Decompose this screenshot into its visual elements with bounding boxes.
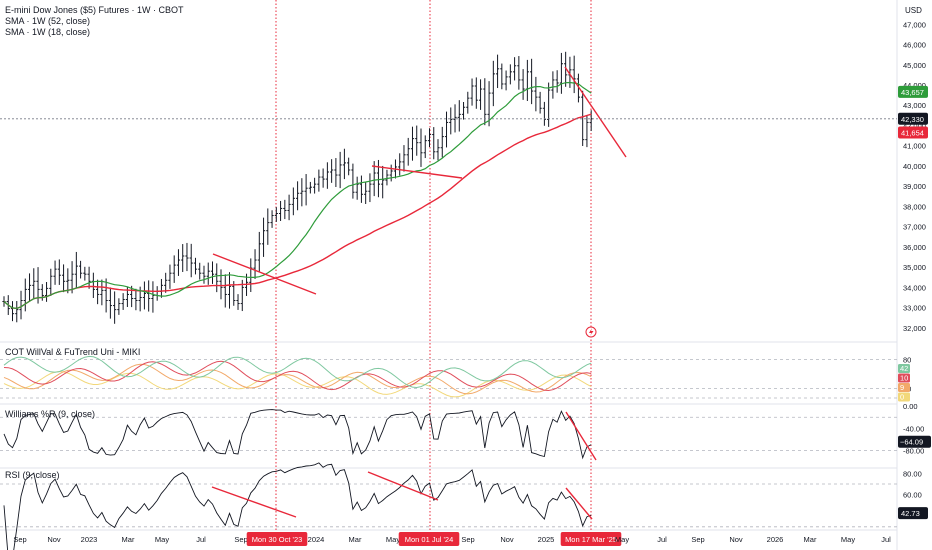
- trendline[interactable]: [371, 165, 463, 179]
- williams-tick-label: -80.00: [903, 447, 924, 456]
- price-tick-label: 37,000: [903, 223, 926, 232]
- rsi-legend[interactable]: RSI (9, close): [5, 470, 60, 480]
- price-tick-label: 41,000: [903, 142, 926, 151]
- williams-legend[interactable]: Williams %R (9, close): [5, 409, 96, 419]
- price-tick-label: 32,000: [903, 324, 926, 333]
- time-tick-label: Nov: [500, 535, 514, 544]
- williams-tick-label: 0.00: [903, 402, 918, 411]
- sma18-legend[interactable]: SMA · 1W (18, close): [5, 27, 91, 37]
- time-tick-label: 2023: [81, 535, 98, 544]
- cot-badge-text: 10: [900, 374, 908, 383]
- rsi-trendline[interactable]: [367, 471, 439, 501]
- williams-value-badge: [898, 435, 931, 448]
- rsi-value-badge: [898, 507, 928, 520]
- time-badge: [398, 532, 460, 546]
- time-tick-label: Jul: [881, 535, 891, 544]
- time-tick-label: May: [155, 535, 169, 544]
- cot-series-line: [3, 355, 592, 389]
- sma18-price-badge: [898, 85, 928, 98]
- lightning-icon[interactable]: [585, 326, 597, 338]
- rsi-tick-label: 60.00: [903, 491, 922, 500]
- cot-badge: [898, 373, 910, 383]
- cot-series-line: [3, 360, 592, 392]
- cot-badge-text: 42: [900, 364, 908, 373]
- time-tick-label: Mar: [804, 535, 817, 544]
- sma52-price-badge: [898, 126, 928, 139]
- time-tick-label: Nov: [47, 535, 61, 544]
- rsi-line: [3, 462, 592, 550]
- williams-tick-label: -40.00: [903, 424, 924, 433]
- time-tick-label: Sep: [234, 535, 247, 544]
- cot-badge: [898, 392, 910, 402]
- price-tick-label: 47,000: [903, 20, 926, 29]
- sma18-line[interactable]: [3, 81, 592, 310]
- sma52-price-badge-text: 41,654: [901, 128, 924, 137]
- sma18-price-badge-text: 43,657: [901, 88, 924, 97]
- time-badge-label: Mon 01 Jul '24: [405, 535, 454, 544]
- time-tick-label: Nov: [729, 535, 743, 544]
- time-tick-label: May: [841, 535, 855, 544]
- chart-title: E-mini Dow Jones ($5) Futures · 1W · CBO…: [5, 5, 184, 15]
- time-tick-label: 2024: [308, 535, 325, 544]
- time-tick-label: Jul: [657, 535, 667, 544]
- sma52-line[interactable]: [3, 113, 592, 310]
- williams-line: [3, 409, 592, 460]
- rsi-trendline[interactable]: [211, 486, 297, 518]
- price-tick-label: 33,000: [903, 304, 926, 313]
- currency-label[interactable]: USD: [905, 6, 922, 15]
- time-tick-label: Mar: [349, 535, 362, 544]
- price-tick-label: 44,000: [903, 81, 926, 90]
- time-tick-label: Sep: [461, 535, 474, 544]
- trendline[interactable]: [212, 253, 317, 295]
- cot-badge-text: 9: [900, 383, 904, 392]
- rsi-value-text: 42.73: [901, 509, 920, 518]
- rsi-trendline[interactable]: [565, 487, 593, 520]
- price-tick-label: 43,000: [903, 101, 926, 110]
- price-tick-label: 39,000: [903, 182, 926, 191]
- trendline[interactable]: [564, 66, 627, 158]
- williams-trendline[interactable]: [565, 411, 597, 461]
- price-tick-label: 38,000: [903, 202, 926, 211]
- cot-badge-text: 0: [900, 393, 904, 402]
- time-badge: [246, 532, 308, 546]
- time-tick-label: May: [386, 535, 400, 544]
- time-tick-label: Jul: [196, 535, 206, 544]
- rsi-tick-label: 80.00: [903, 469, 922, 478]
- cot-tick-label: 80: [903, 356, 911, 365]
- cot-badge: [898, 364, 910, 373]
- cot-legend[interactable]: COT WillVal & FuTrend Uni - MIKI: [5, 347, 141, 357]
- last-price-badge: [898, 112, 928, 125]
- cot-series-line: [3, 363, 592, 395]
- price-tick-label: 45,000: [903, 61, 926, 70]
- time-tick-label: Sep: [13, 535, 26, 544]
- price-tick-label: 42,000: [903, 121, 926, 130]
- last-price-badge-text: 42,330: [901, 115, 924, 124]
- time-badge-label: Mon 17 Mar '25: [565, 535, 617, 544]
- time-tick-label: Sep: [691, 535, 704, 544]
- price-tick-label: 46,000: [903, 41, 926, 50]
- price-tick-label: 40,000: [903, 162, 926, 171]
- sma52-legend[interactable]: SMA · 1W (52, close): [5, 16, 91, 26]
- time-tick-label: May: [615, 535, 629, 544]
- price-tick-label: 34,000: [903, 283, 926, 292]
- time-badge: [560, 532, 622, 546]
- time-tick-label: 2026: [767, 535, 784, 544]
- time-tick-label: Mar: [122, 535, 135, 544]
- price-tick-label: 36,000: [903, 243, 926, 252]
- time-badge-label: Mon 30 Oct '23: [252, 535, 303, 544]
- williams-value-text: −64.09: [900, 438, 923, 447]
- time-tick-label: 2025: [538, 535, 555, 544]
- price-tick-label: 35,000: [903, 263, 926, 272]
- cot-badge: [898, 383, 910, 392]
